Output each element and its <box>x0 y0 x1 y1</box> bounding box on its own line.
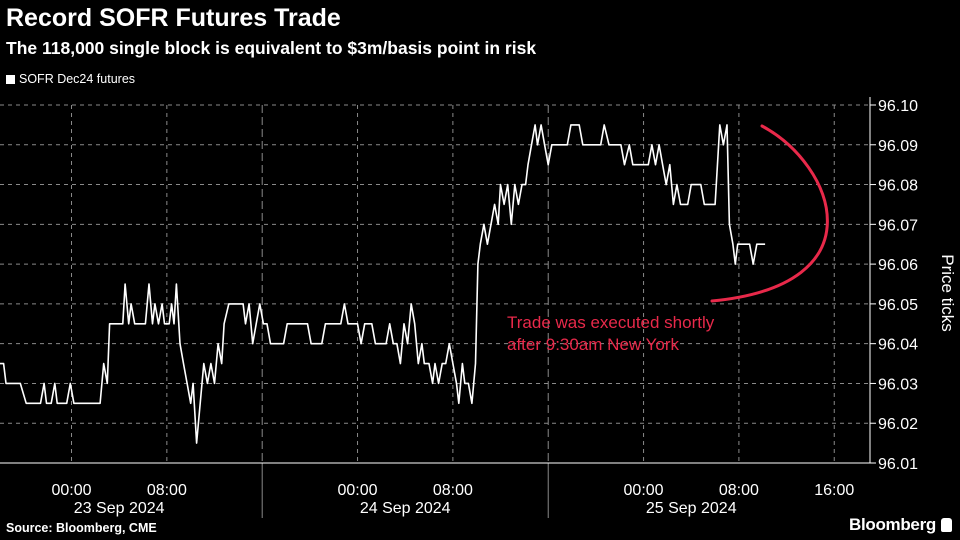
x-tick-label: 08:00 <box>147 482 187 499</box>
chart-title: Record SOFR Futures Trade <box>6 4 341 32</box>
y-tick-label: 96.01 <box>878 456 918 473</box>
annotation-text-line-1: Trade was executed shortly <box>507 313 715 332</box>
y-tick-label: 96.03 <box>878 376 918 393</box>
annotation-arrow <box>710 124 829 303</box>
series-layer <box>0 124 766 444</box>
x-day-label: 23 Sep 2024 <box>74 500 165 517</box>
legend-swatch <box>6 74 15 84</box>
brand-icon <box>941 518 952 532</box>
annotation-text-line-2: after 9:30am New York <box>507 335 679 354</box>
x-tick-label: 00:00 <box>624 482 664 499</box>
series-line-sofr-dec24 <box>0 124 766 444</box>
axis-layer: 96.10 96.09 96.08 96.07 96.06 96.05 96.04 96.03… <box>0 97 918 518</box>
annotation-layer: Trade was executed shortly after 9:30am … <box>507 124 829 354</box>
brand-name: Bloomberg <box>848 515 936 534</box>
y-tick-label: 96.04 <box>878 337 918 354</box>
y-tick-label: 96.08 <box>878 178 918 195</box>
grid-layer <box>0 104 870 464</box>
x-tick-label: 08:00 <box>719 482 759 499</box>
x-day-label: 24 Sep 2024 <box>360 500 451 517</box>
source-note: Source: Bloomberg, CME <box>6 521 157 535</box>
x-tick-label: 00:00 <box>338 482 378 499</box>
y-tick-label: 96.02 <box>878 416 918 433</box>
chart-legend: SOFR Dec24 futures <box>6 72 135 86</box>
y-tick-label: 96.07 <box>878 217 918 234</box>
y-axis-label: Price ticks <box>938 254 957 331</box>
x-day-label: 25 Sep 2024 <box>646 500 737 517</box>
x-tick-label: 16:00 <box>814 482 854 499</box>
chart-subtitle: The 118,000 single block is equivalent t… <box>6 38 537 58</box>
y-tick-label: 96.06 <box>878 257 918 274</box>
x-tick-label: 08:00 <box>433 482 473 499</box>
x-tick-label: 00:00 <box>51 482 91 499</box>
brand-logo: Bloomberg <box>849 515 952 535</box>
y-tick-label: 96.05 <box>878 297 918 314</box>
legend-label: SOFR Dec24 futures <box>19 72 136 86</box>
y-tick-label: 96.10 <box>878 98 918 115</box>
y-tick-label: 96.09 <box>878 138 918 155</box>
